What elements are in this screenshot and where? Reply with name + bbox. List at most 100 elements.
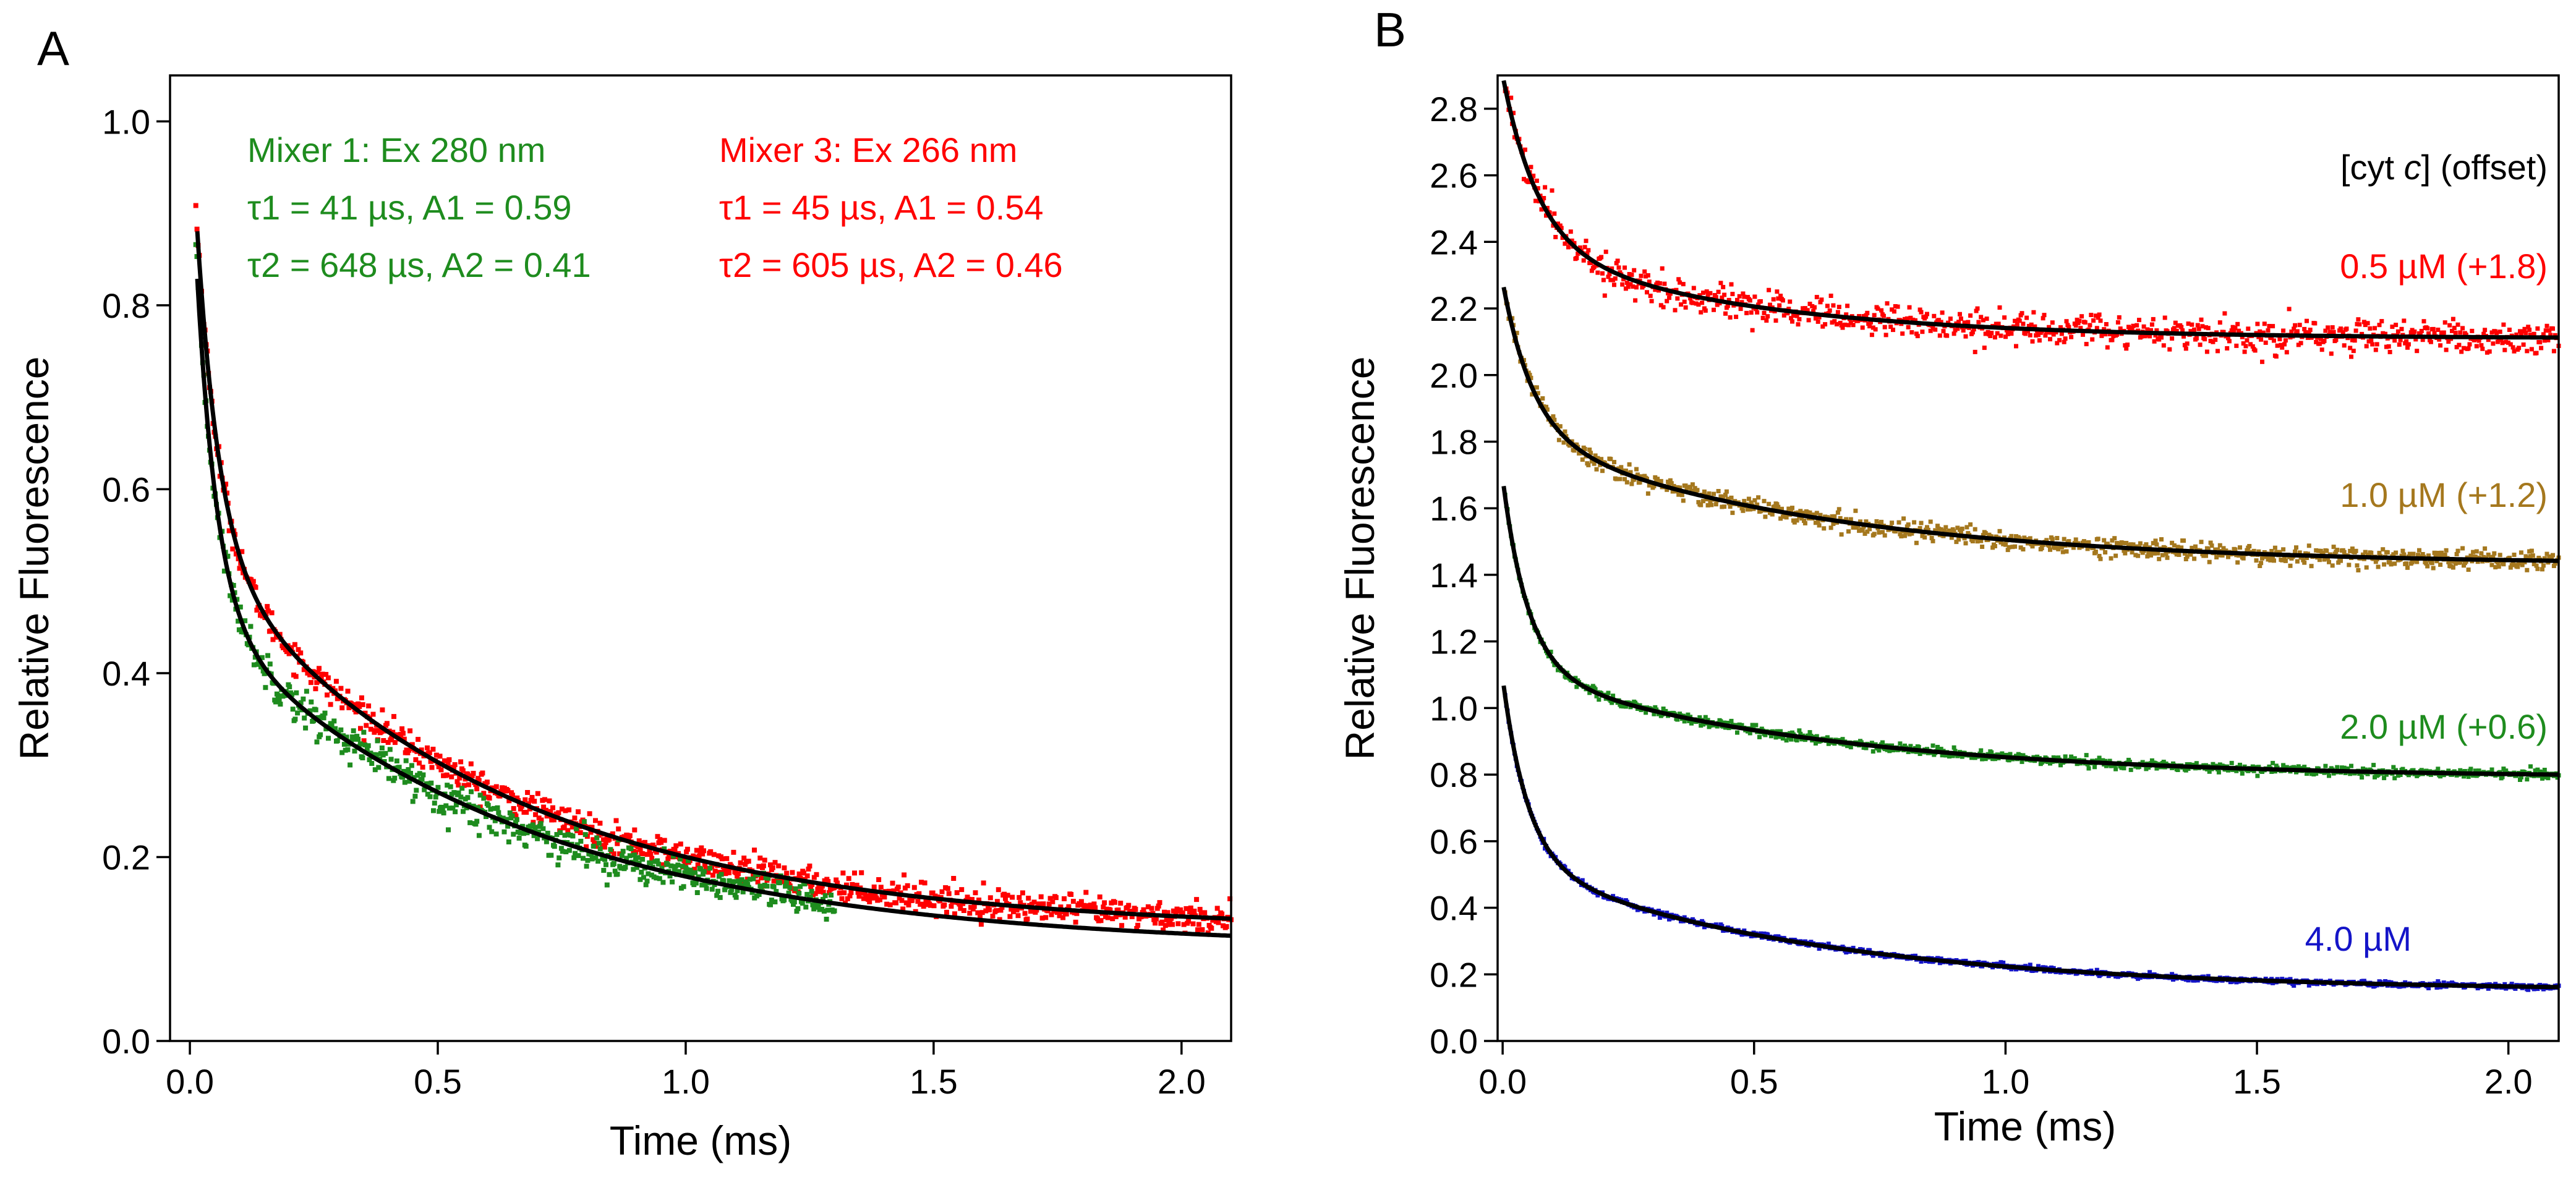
panel-b-data-point: [1586, 462, 1591, 467]
panel-b-data-point: [1616, 466, 1621, 471]
panel-a-data-point: [654, 875, 659, 881]
panel-a-data-point: [717, 894, 723, 900]
panel-b-data-point: [1665, 911, 1670, 915]
panel-b-data-point: [1840, 737, 1845, 742]
panel-b-data-point: [2144, 542, 2149, 547]
panel-b-data-point: [2345, 766, 2350, 771]
panel-b-data-point: [2258, 329, 2263, 334]
panel-a-data-point: [659, 865, 665, 871]
panel-b-data-point: [1992, 544, 1997, 548]
panel-b-data-point: [1953, 328, 1958, 333]
panel-b-data-point: [1979, 315, 1984, 320]
panel-b-data-point: [2434, 559, 2439, 564]
panel-a-data-point: [532, 825, 538, 830]
panel-a-data-point: [771, 878, 777, 884]
panel-b-data-point: [1667, 482, 1671, 486]
panel-a-data-point: [539, 817, 544, 823]
panel-a-data-point: [1202, 910, 1208, 915]
panel-a-data-point: [675, 862, 681, 868]
panel-b-data-point: [2190, 322, 2194, 327]
panel-a-data-point: [1102, 900, 1107, 906]
panel-b-data-point: [2120, 540, 2125, 545]
panel-a-data-point: [304, 689, 309, 694]
panel-a-data-point: [743, 862, 748, 867]
panel-b-data-point: [2374, 342, 2379, 347]
panel-b-data-point: [2256, 549, 2261, 554]
panel-b-data-point: [1675, 296, 1680, 301]
panel-b-data-point: [1903, 530, 1908, 535]
panel-a-data-point: [360, 702, 365, 707]
panel-a-data-point: [476, 833, 482, 838]
panel-a-data-point: [474, 818, 480, 824]
panel-a-data-point: [399, 726, 405, 731]
panel-b-data-point: [1786, 506, 1791, 511]
panel-b-data-point: [2327, 329, 2332, 334]
panel-b-x-tick-label: 1.5: [2233, 1062, 2281, 1101]
panel-b-data-point: [2319, 347, 2324, 352]
panel-a-data-point: [667, 873, 673, 879]
panel-b-data-point: [1792, 312, 1797, 317]
panel-b-data-point: [1922, 535, 1927, 540]
panel-b-data-point: [1539, 207, 1544, 212]
panel-b-data-point: [1866, 321, 1871, 326]
panel-b-y-tick-label: 1.2: [1430, 622, 1478, 661]
panel-b-data-point: [2326, 556, 2331, 561]
panel-b-data-point: [2480, 346, 2485, 351]
panel-a-data-point: [761, 863, 766, 869]
panel-b-data-point: [1544, 404, 1548, 409]
panel-a-data: [193, 203, 1234, 936]
panel-a-chart: 0.0 0.5 1.0 1.5 2.00.00.20.40.60.81.0 Time (…: [11, 74, 1234, 1163]
panel-b-data-point: [2348, 346, 2353, 350]
panel-b-data-point: [2237, 553, 2241, 558]
panel-b-data-point: [1825, 735, 1830, 740]
panel-a-data-point: [660, 880, 666, 885]
panel-b-data-point: [2042, 313, 2047, 318]
panel-b-data-point: [1830, 320, 1835, 325]
panel-b-data-point: [2214, 555, 2219, 559]
panel-b-data-point: [2553, 333, 2557, 338]
panel-b-data-point: [1688, 485, 1693, 490]
panel-b-data-point: [2296, 342, 2301, 347]
panel-a-data-point: [673, 843, 679, 849]
panel-b-data-point: [1572, 448, 1577, 453]
panel-a-data-point: [856, 893, 862, 899]
panel-a-data-point: [1198, 910, 1204, 915]
panel-b-data-point: [1955, 326, 1960, 331]
panel-b-data-point: [2326, 325, 2331, 330]
panel-b-data-point: [1788, 299, 1793, 304]
panel-b-data-point: [2394, 323, 2399, 328]
panel-b-data-point: [1602, 293, 1607, 298]
panel-a-data-point: [615, 841, 620, 846]
panel-b-data-point: [2275, 343, 2280, 348]
panel-b-data-point: [2292, 983, 2297, 988]
panel-b-data-point: [1580, 878, 1585, 883]
panel-b-data-point: [2028, 536, 2032, 541]
panel-b-data-point: [1890, 520, 1895, 525]
panel-a-data-point: [615, 872, 620, 877]
panel-b-data-point: [1623, 286, 1628, 291]
panel-b-data-point: [2402, 318, 2407, 323]
panel-a-data-point: [1007, 914, 1013, 919]
panel-a-data-point: [230, 546, 236, 552]
panel-b-data-point: [1531, 173, 1536, 178]
panel-a-data-point: [491, 805, 497, 811]
panel-b-data-point: [1699, 503, 1704, 508]
panel-b-data-point: [2167, 347, 2172, 352]
panel-a-data-point: [1002, 891, 1007, 897]
panel-a-data-point: [686, 858, 691, 864]
panel-b-data-point: [2424, 561, 2429, 566]
panel-b-data-point: [1701, 499, 1705, 504]
panel-b-data-point: [1864, 745, 1869, 750]
panel-a-data-point: [1038, 894, 1044, 899]
panel-a-data-point: [563, 808, 568, 813]
panel-a-data-point: [290, 707, 296, 712]
panel-b-data-point: [2458, 560, 2463, 564]
panel-a-data-point: [656, 861, 661, 867]
panel-a-data-point: [373, 728, 378, 733]
panel-b-data-point: [1900, 331, 1905, 336]
panel-a-data-point: [698, 867, 704, 872]
panel-a-data-point: [320, 671, 325, 677]
panel-b-data-point: [1883, 333, 1888, 338]
panel-b-data-point: [1768, 302, 1772, 307]
panel-b-data-point: [2458, 768, 2463, 773]
